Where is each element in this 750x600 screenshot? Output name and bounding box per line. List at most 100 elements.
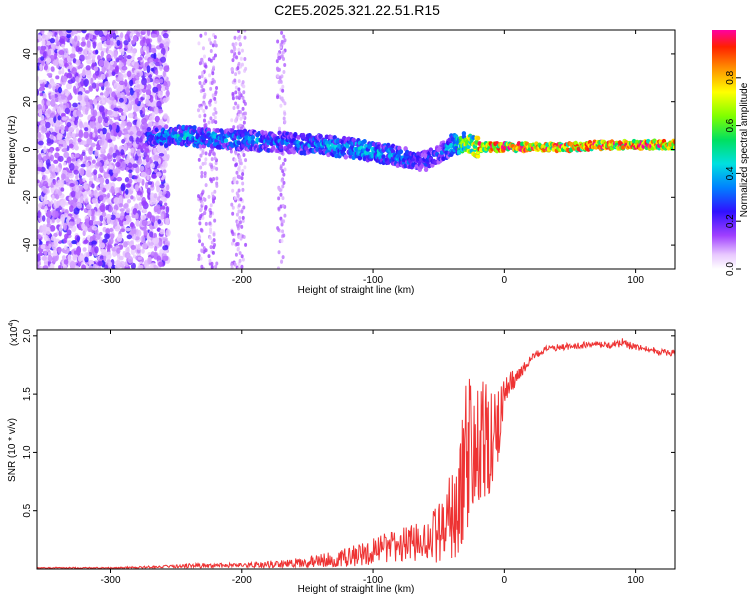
spectrogram-cell <box>91 183 95 189</box>
spectrogram-cell <box>97 173 102 178</box>
spectrogram-cell <box>141 219 148 227</box>
spectrogram-cell <box>105 178 110 185</box>
spectrogram-cell <box>217 144 222 150</box>
spectrogram-cell <box>212 232 216 237</box>
spectrogram-cell <box>152 238 157 243</box>
spectrogram-cell <box>149 58 154 64</box>
spectrogram-cell <box>115 212 121 219</box>
spectrogram-cell <box>58 70 62 75</box>
spectrogram-cell <box>281 203 285 208</box>
spectrogram-cell <box>58 145 62 150</box>
spectrogram-cell <box>119 215 124 220</box>
spectrogram-cell <box>44 63 48 71</box>
spectrogram-cell <box>40 56 45 61</box>
spectrogram-cell <box>137 243 141 251</box>
spectrogram-cell <box>157 90 163 99</box>
spectrogram-cell <box>280 222 284 227</box>
spectrogram-cell <box>153 147 157 154</box>
spectrogram-cell <box>135 212 139 220</box>
spectrogram-cell <box>233 179 237 184</box>
spectrogram-cell <box>80 195 84 202</box>
spectrogram-cell <box>72 102 78 108</box>
spectrogram-cell <box>271 145 276 151</box>
spectrogram-cell <box>120 48 125 56</box>
spectrogram-cell <box>202 88 206 93</box>
spectrogram-cell <box>121 65 128 71</box>
spectrogram-cell <box>46 210 52 218</box>
spectrogram-cell <box>92 263 98 269</box>
spectrogram-cell <box>163 30 168 33</box>
spectrogram-y-label: Frequency (Hz) <box>7 116 18 185</box>
spectrogram-cell <box>151 215 156 224</box>
spectrogram-cell <box>77 91 83 96</box>
spectrogram-cell <box>91 240 97 245</box>
spectrogram-cell <box>64 107 71 114</box>
spectrogram-cell <box>55 75 60 80</box>
spectrogram-cell <box>276 95 280 100</box>
spectrogram-cell <box>37 125 40 134</box>
spectrogram-cell <box>50 66 55 72</box>
spectrogram-cell <box>125 188 129 195</box>
spectrogram-cell <box>202 109 206 114</box>
spectrogram-cell <box>52 255 58 262</box>
spectrogram-cell <box>209 227 213 232</box>
spectrogram-cell <box>42 223 47 232</box>
spectrogram-cell <box>124 79 128 87</box>
spectrogram-cell <box>109 60 115 66</box>
spectrogram-cell <box>97 55 101 61</box>
spectrogram-cell <box>56 133 63 141</box>
spectrogram-cell <box>124 33 129 41</box>
spectrogram-cell <box>81 222 86 230</box>
spectrogram-cell <box>233 196 237 201</box>
spectrogram-cell <box>106 213 112 220</box>
spectrogram-cell <box>200 248 204 253</box>
spectrogram-cell <box>207 254 211 259</box>
spectrogram-cell <box>108 261 113 268</box>
spectrogram-cell <box>72 255 77 261</box>
spectrogram-cell <box>237 30 241 34</box>
spectrogram-cell <box>236 66 240 71</box>
spectrogram-cell <box>57 191 63 197</box>
spectrogram-cell <box>199 214 203 219</box>
spectrogram-cell <box>46 137 52 144</box>
spectrogram-cell <box>37 195 40 200</box>
spectrogram-cell <box>41 99 45 106</box>
spectrogram-cell <box>238 215 242 220</box>
spectrogram-cell <box>60 213 66 222</box>
spectrogram-cell <box>277 206 281 211</box>
spectrogram-cell <box>133 104 139 112</box>
spectrogram-cell <box>166 153 170 160</box>
spectrogram-cell <box>75 174 79 180</box>
spectrogram-cell <box>58 226 63 232</box>
spectrogram-cell <box>55 34 59 43</box>
spectrogram-cell <box>199 196 203 201</box>
snr-y-label: SNR (10 * v/v) <box>7 418 18 482</box>
spectrogram-cell <box>43 200 49 205</box>
spectrogram-cell <box>47 108 52 115</box>
spectrogram-cell <box>203 113 207 118</box>
spectrogram-cell <box>215 85 219 90</box>
spectrogram-cell <box>83 121 89 128</box>
spectrogram-cell <box>99 176 105 185</box>
spectrogram-cell <box>113 99 117 106</box>
spectrogram-cell <box>37 238 40 246</box>
spectrogram-cell <box>53 199 57 206</box>
spectrogram-cell <box>37 166 42 172</box>
spectrogram-cell <box>157 34 162 43</box>
spectrogram-cell <box>203 54 207 59</box>
spectrogram-cell <box>77 254 83 262</box>
spectrogram-cell <box>49 154 54 162</box>
spectrogram-cell <box>199 227 203 232</box>
spectrogram-cell <box>75 186 80 193</box>
spectrogram-cell <box>301 134 306 140</box>
spectrogram-cell <box>61 255 66 261</box>
spectrogram-cell <box>277 80 281 85</box>
spectrogram-cell <box>282 116 286 121</box>
spectrogram-cell <box>101 259 106 268</box>
spectrogram-cell <box>113 107 120 112</box>
spectrogram-cell <box>173 130 178 136</box>
spectrogram-cell <box>146 46 150 54</box>
spectrogram-cell <box>213 96 217 101</box>
spectrogram-cell <box>74 153 80 158</box>
spectrogram-cell <box>148 242 155 246</box>
